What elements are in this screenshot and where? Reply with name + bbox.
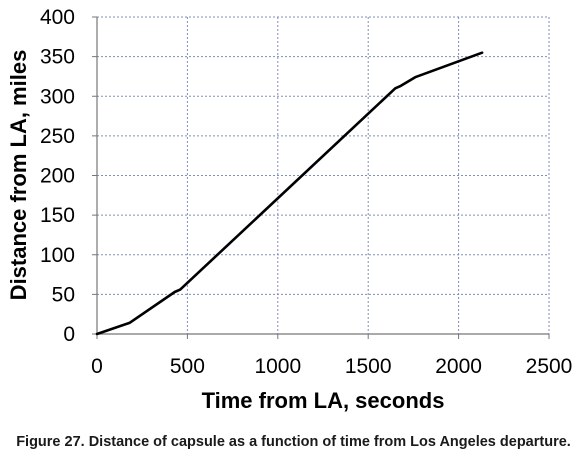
y-tick-label: 100 xyxy=(40,244,75,267)
x-tick-label: 0 xyxy=(91,355,103,378)
x-tick-label: 2500 xyxy=(526,355,573,378)
x-axis-label: Time from LA, seconds xyxy=(202,388,445,413)
figure-caption: Figure 27. Distance of capsule as a func… xyxy=(16,434,571,450)
x-tick-label: 2000 xyxy=(435,355,482,378)
y-tick-label: 150 xyxy=(40,204,75,227)
y-axis-label: Distance from LA, miles xyxy=(6,50,31,301)
x-tick-label: 1500 xyxy=(345,355,392,378)
x-tick-label: 500 xyxy=(170,355,205,378)
y-tick-label: 400 xyxy=(40,6,75,29)
y-tick-labels: 0 50 100 150 200 250 300 350 400 xyxy=(40,6,75,346)
y-tick-label: 300 xyxy=(40,85,75,108)
series-group xyxy=(95,51,484,336)
y-tick-label: 350 xyxy=(40,46,75,69)
y-tick-label: 50 xyxy=(52,283,75,306)
axes xyxy=(92,16,550,339)
y-tick-label: 200 xyxy=(40,165,75,188)
series-line xyxy=(95,51,484,336)
y-tick-label: 250 xyxy=(40,125,75,148)
x-tick-label: 1000 xyxy=(254,355,301,378)
chart: 0 50 100 150 200 250 300 350 400 0 500 1000 1500 200… xyxy=(6,6,572,413)
gridlines xyxy=(97,16,550,334)
y-tick-label: 0 xyxy=(63,323,75,346)
x-tick-labels: 0 500 1000 1500 2000 2500 xyxy=(91,355,572,378)
